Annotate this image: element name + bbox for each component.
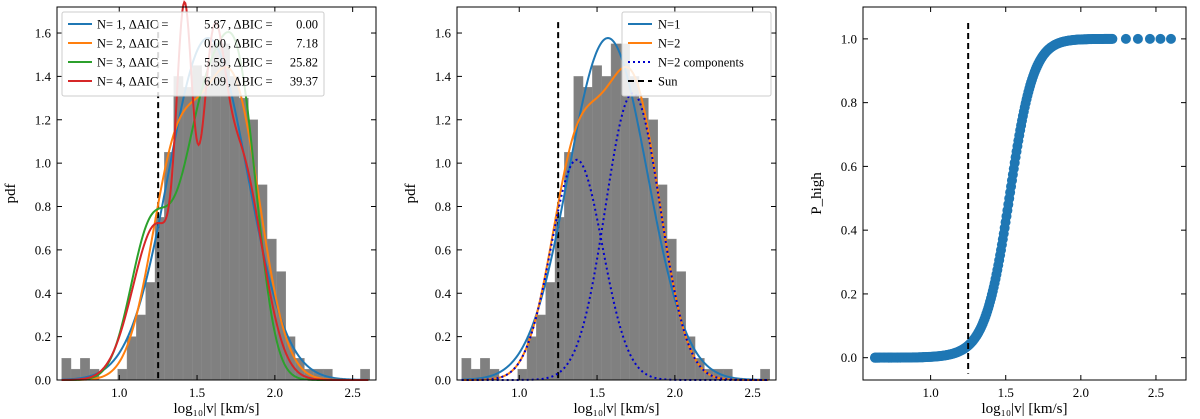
middle-chart-panel: 1.0 1.5 2.0 2.5 0.0 0.2 0.4 0.6 0.8 1.0 1.2 1.4 1.6 l… [403,6,777,417]
legend-label: Sun [658,75,678,89]
plot-frame [456,6,777,381]
y-tick-label: 0.2 [435,329,451,344]
data-point [918,352,929,363]
y-tick-label: 1.0 [35,156,51,171]
y-tick-label: 0.8 [35,199,51,214]
x-tick-label: 2.5 [1148,385,1164,400]
y-tick-label: 0.2 [841,286,857,301]
histogram-bar [145,282,156,381]
x-axis-label: log₁₀|v| [km/s] [981,401,1067,417]
x-tick-label: 1.5 [998,385,1014,400]
y-axis-label: pdf [403,184,419,204]
legend-label: N=2 [658,37,680,51]
y-tick-label: 0.8 [841,95,857,110]
y-tick-label: 1.0 [841,31,857,46]
legend: N= 1, ΔAIC = 5.87, ΔBIC = 0.00N= 2, ΔAIC =… [61,11,325,97]
y-tick-label: 1.2 [35,112,51,127]
x-tick-label: 1.0 [922,385,938,400]
y-tick-label: 0.4 [841,223,858,238]
x-axis-label: log₁₀|v| [km/s] [573,401,659,417]
y-tick-label: 0.0 [435,373,451,388]
y-tick-label: 0.6 [435,242,452,257]
legend-label: N= 3, ΔAIC = [97,56,168,70]
legend-label: N= 4, ΔAIC = [97,75,168,89]
legend-bic-value: 7.18 [296,37,318,51]
legend-label: N= 2, ΔAIC = [97,37,168,51]
data-point [906,352,917,363]
y-axis-label: P_high [809,172,825,215]
y-tick-label: 0.0 [841,350,857,365]
legend-bic-label: , ΔBIC = [228,37,273,51]
histogram-bar [136,314,146,381]
histogram-bar [61,358,72,381]
y-tick-label: 0.6 [841,159,858,174]
legend-bic-label: , ΔBIC = [228,75,273,89]
series-line [461,37,769,381]
y-tick-label: 0.8 [435,199,451,214]
histogram-bar [582,87,593,381]
y-tick-label: 1.6 [35,26,52,41]
x-tick-label: 2.0 [1073,385,1089,400]
x-tick-label: 2.5 [745,385,761,400]
legend-aic-value: 6.09 [204,75,226,89]
data-point [1155,33,1166,44]
data-point [1107,33,1118,44]
x-tick-label: 1.0 [111,385,127,400]
histogram-bar [154,217,165,381]
y-tick-label: 1.4 [435,69,452,84]
component-line [461,158,769,381]
x-tick-label: 1.5 [189,385,205,400]
x-tick-label: 1.5 [589,385,605,400]
x-tick-label: 1.0 [511,385,527,400]
left-chart-panel: 1.0 1.5 2.0 2.5 0.0 0.2 0.4 0.6 0.8 1.0 1.2 1.4 1.6 l… [3,0,377,417]
legend-label: N= 1, ΔAIC = [97,18,168,32]
legend-bic-label: , ΔBIC = [228,56,273,70]
data-point [1144,33,1155,44]
data-point [1165,33,1176,44]
legend-box [621,11,772,97]
y-tick-label: 1.2 [435,112,451,127]
legend-bic-value: 0.00 [296,18,318,32]
y-tick-label: 1.4 [35,69,52,84]
y-axis-label: pdf [3,184,19,204]
histogram-bar [760,368,770,381]
data-point [1132,33,1143,44]
histogram-bar [545,282,556,381]
x-axis-label: log₁₀|v| [km/s] [173,401,259,417]
histogram-bar [592,65,602,381]
legend-bic-value: 25.82 [290,56,318,70]
legend-bic-value: 39.37 [290,75,318,89]
legend-aic-value: 5.87 [204,18,226,32]
data-point [1120,33,1131,44]
y-tick-label: 0.2 [35,329,51,344]
histogram-bar [554,217,565,381]
legend: N=1 N=2 N=2 components Sun [621,11,772,97]
legend-label: N=2 components [658,56,744,70]
y-tick-label: 0.4 [435,286,452,301]
plot-frame [862,6,1187,381]
y-tick-label: 0.4 [35,286,52,301]
legend-aic-value: 0.00 [204,37,226,51]
histogram-bar [182,87,193,381]
histogram-bar [536,314,546,381]
y-tick-label: 0.0 [35,373,51,388]
histogram-bar [610,43,621,381]
legend-label: N=1 [658,18,680,32]
y-tick-label: 1.6 [435,26,452,41]
legend-box [61,11,325,97]
x-tick-label: 2.0 [267,385,283,400]
plot-frame [56,6,377,381]
legend-bic-label: , ΔBIC = [228,18,273,32]
histogram-bar [461,358,472,381]
histogram-bar [360,368,370,381]
right-chart-panel: 1.0 1.5 2.0 2.5 0.0 0.2 0.4 0.6 0.8 1.0 log₁₀|v| [… [809,6,1187,417]
legend-aic-value: 5.59 [204,56,226,70]
y-tick-label: 1.0 [435,156,451,171]
y-tick-label: 0.6 [35,242,52,257]
x-tick-label: 2.5 [345,385,361,400]
x-tick-label: 2.0 [667,385,683,400]
